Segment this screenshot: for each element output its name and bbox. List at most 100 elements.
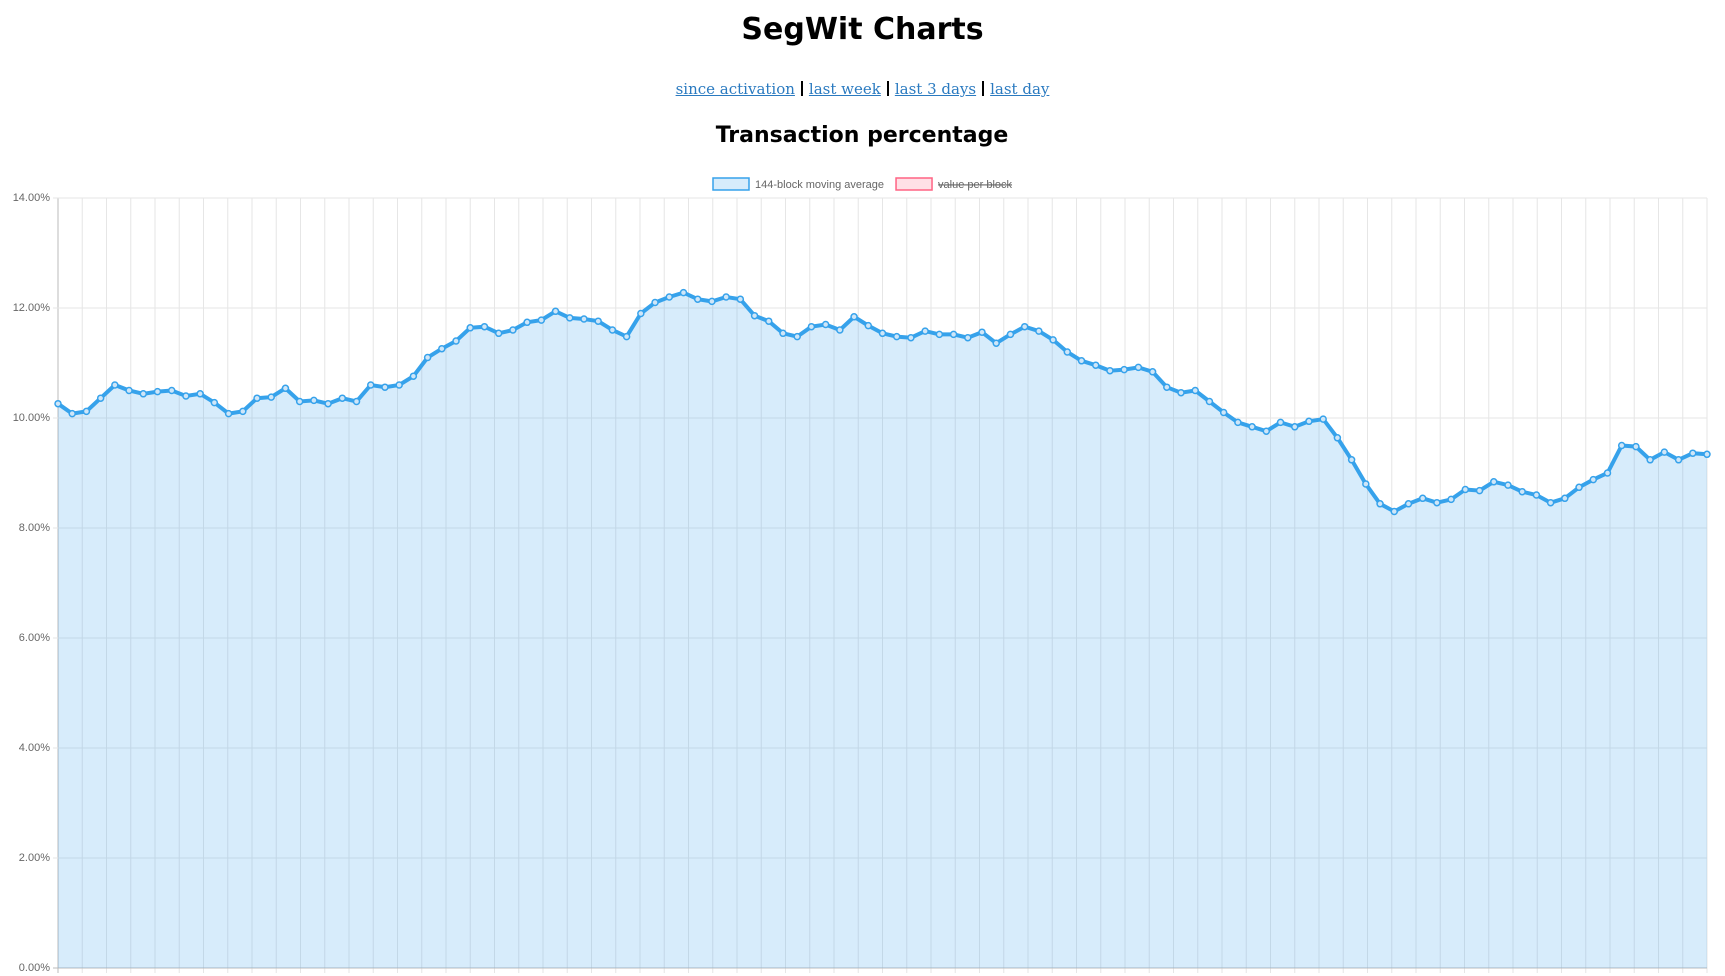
point [551, 307, 560, 316]
point [1518, 487, 1526, 496]
separator [800, 81, 803, 96]
point [1305, 417, 1313, 426]
point [1177, 388, 1185, 397]
point [765, 317, 773, 325]
point [1504, 481, 1512, 489]
point [1632, 442, 1640, 451]
point [1020, 322, 1029, 331]
point [1589, 475, 1598, 484]
y-tick-label: 0.00% [19, 962, 50, 974]
point [821, 320, 830, 329]
point [366, 381, 375, 389]
point [125, 386, 133, 395]
point [1418, 494, 1427, 503]
point [1219, 408, 1228, 417]
link[interactable]: last day [990, 80, 1050, 98]
point [438, 344, 446, 353]
point [1191, 386, 1199, 395]
page-title: SegWit Charts [741, 12, 984, 47]
point [295, 397, 304, 406]
point [1703, 450, 1711, 459]
point [139, 390, 148, 398]
point [1148, 368, 1157, 376]
point [1205, 397, 1214, 406]
point [1049, 336, 1057, 344]
point [509, 326, 517, 334]
y-tick-label: 8.00% [19, 522, 50, 534]
point [836, 326, 844, 334]
point [494, 329, 503, 338]
point [622, 332, 631, 341]
point [210, 398, 219, 407]
point [352, 397, 361, 406]
point [1134, 363, 1143, 372]
link[interactable]: since activation [675, 80, 795, 98]
point [1163, 383, 1171, 391]
point [54, 399, 62, 408]
link[interactable]: last 3 days [894, 80, 977, 98]
point [523, 318, 531, 327]
point [153, 387, 162, 396]
legend-swatch[interactable] [895, 177, 933, 191]
point [637, 309, 645, 318]
point [267, 393, 275, 401]
point [864, 321, 873, 330]
chart-title: Transaction percentage [716, 123, 1009, 148]
point [1674, 456, 1683, 464]
point [1461, 485, 1470, 494]
legend-label[interactable]: 144-block moving average [755, 179, 884, 191]
point [224, 409, 233, 418]
y-tick-label: 10.00% [13, 412, 51, 424]
point [651, 298, 659, 307]
y-tick-label: 2.00% [19, 852, 50, 864]
separator [982, 81, 985, 96]
point [992, 339, 1000, 347]
point [779, 329, 787, 338]
point [1603, 469, 1612, 477]
point [68, 409, 76, 418]
area [58, 292, 1707, 969]
point [1276, 418, 1285, 427]
legend-label[interactable]: value per block [938, 179, 1012, 191]
point [1347, 456, 1356, 464]
point [239, 407, 247, 416]
point [1660, 448, 1669, 456]
point [750, 311, 759, 320]
point [466, 324, 474, 332]
point [1561, 494, 1569, 503]
point [1475, 486, 1484, 495]
point [537, 316, 546, 324]
point [1546, 498, 1555, 507]
point [892, 332, 901, 341]
point [964, 333, 972, 342]
point [807, 322, 816, 331]
point [1433, 498, 1441, 507]
point [182, 392, 190, 400]
y-tick-label: 14.00% [13, 192, 51, 204]
point [1319, 415, 1327, 423]
point [978, 328, 986, 336]
separator [886, 81, 889, 96]
point [452, 337, 460, 345]
point [196, 390, 204, 398]
legend-swatch[interactable] [712, 177, 750, 191]
link[interactable]: last week [808, 80, 881, 98]
point [679, 288, 688, 297]
point [1262, 427, 1271, 435]
point [1291, 423, 1299, 431]
point [793, 332, 801, 341]
point [693, 295, 702, 303]
point [1091, 361, 1100, 369]
point [409, 372, 418, 380]
point [850, 313, 858, 321]
point [1689, 449, 1697, 457]
point [281, 384, 290, 393]
point [423, 353, 432, 362]
point [566, 314, 574, 322]
point [1248, 423, 1256, 431]
point [1532, 491, 1541, 499]
point [338, 394, 347, 402]
point [594, 317, 602, 325]
point [1646, 456, 1654, 464]
